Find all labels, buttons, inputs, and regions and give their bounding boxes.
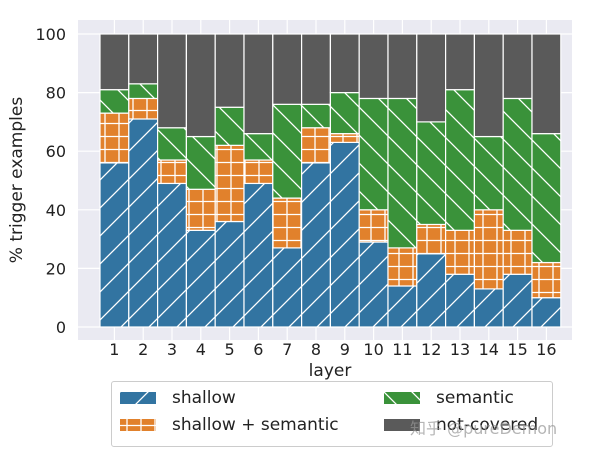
semantic-swatch-icon <box>384 392 420 404</box>
bar-stack <box>99 33 130 328</box>
x-tick-label: 13 <box>450 340 470 359</box>
x-tick-label: 8 <box>311 340 321 359</box>
x-tick-label: 2 <box>138 340 148 359</box>
bar-stack <box>473 33 504 328</box>
bar-stack <box>157 33 188 328</box>
y-tick-label: 0 <box>56 318 66 337</box>
bar-segment <box>445 34 475 90</box>
y-tick-label: 80 <box>46 84 66 103</box>
bar-stack <box>272 33 303 328</box>
bar-stack <box>214 33 245 328</box>
not-covered-swatch-icon <box>384 419 420 431</box>
bar-stack <box>502 33 533 328</box>
bar-stack <box>329 33 360 328</box>
bar-segment <box>474 34 504 137</box>
bar-segment <box>388 34 417 99</box>
legend-item-not-covered: not-covered <box>384 415 538 435</box>
bar-segment <box>100 34 129 90</box>
bar-segment <box>301 34 331 105</box>
bar-stack <box>185 33 216 328</box>
x-tick-label: 15 <box>507 340 527 359</box>
x-tick-label: 7 <box>282 340 292 359</box>
bar-segment <box>244 34 273 134</box>
y-tick-label: 40 <box>46 201 66 220</box>
x-tick-label: 1 <box>109 340 119 359</box>
x-tick-label: 11 <box>392 340 412 359</box>
bar-stack <box>531 33 562 328</box>
x-tick-label: 14 <box>479 340 499 359</box>
y-axis-label: % trigger examples <box>7 97 27 264</box>
x-tick-label: 16 <box>536 340 556 359</box>
bar-segment <box>157 34 187 128</box>
bar-stack <box>445 33 476 328</box>
x-tick-label: 3 <box>167 340 177 359</box>
shallow-semantic-swatch-icon <box>120 419 156 431</box>
bar-segment <box>503 34 532 99</box>
bar-stack <box>358 33 389 328</box>
x-tick-label: 5 <box>225 340 235 359</box>
shallow-swatch-icon <box>120 392 156 404</box>
bar-segment <box>186 34 216 137</box>
bar-segment <box>359 34 388 99</box>
bar-segment <box>416 34 446 122</box>
bar-stack <box>301 33 332 328</box>
y-tick-label: 100 <box>35 25 66 44</box>
y-axis-ticks: 0 20 40 60 80 100 <box>35 25 66 337</box>
legend-item-shallow-semantic: shallow + semantic <box>120 415 339 435</box>
bar-stack <box>128 33 159 328</box>
y-tick-label: 20 <box>46 259 66 278</box>
x-axis-label: layer <box>309 361 352 381</box>
bar-stack <box>387 33 418 328</box>
x-axis-ticks: 1 2 3 4 5 6 7 8 9 10 11 12 13 14 15 16 <box>109 340 556 359</box>
legend: shallow shallow + semantic semantic not-… <box>111 381 553 447</box>
x-tick-label: 10 <box>363 340 383 359</box>
x-tick-label: 6 <box>253 340 263 359</box>
bar-stack <box>243 33 274 328</box>
x-tick-label: 12 <box>421 340 441 359</box>
bar-segment <box>128 34 158 84</box>
y-tick-label: 60 <box>46 142 66 161</box>
legend-item-shallow: shallow <box>120 388 236 408</box>
bar-stack <box>416 33 447 328</box>
x-tick-label: 4 <box>196 340 206 359</box>
bar-segment <box>272 34 302 105</box>
legend-item-semantic: semantic <box>384 388 514 408</box>
x-tick-label: 9 <box>340 340 350 359</box>
watermark: 知乎 @pureDemon <box>410 419 558 438</box>
bars <box>99 33 562 328</box>
bar-segment <box>215 34 244 108</box>
bar-segment <box>330 34 360 93</box>
bar-segment <box>532 34 561 134</box>
